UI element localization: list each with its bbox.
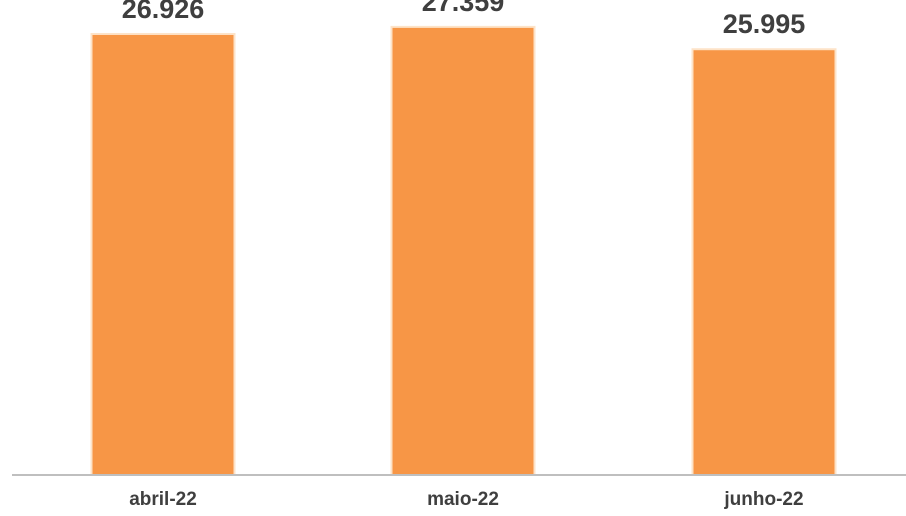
data-label-abril-22: 26.926 — [122, 0, 205, 24]
bars-group — [90, 25, 837, 477]
x-tick-label-abril-22: abril-22 — [129, 489, 197, 510]
data-label-junho-22: 25.995 — [723, 9, 806, 39]
bar-junho-22 — [691, 48, 837, 477]
x-tick-label-maio-22: maio-22 — [427, 489, 499, 510]
data-label-maio-22: 27.359 — [422, 0, 505, 17]
bar-maio-22 — [390, 25, 536, 476]
labels-group: 26.926 abril-22 27.359 maio-22 25.995 junho-2… — [122, 0, 806, 510]
bar-abril-22 — [90, 32, 236, 476]
x-tick-label-junho-22: junho-22 — [723, 489, 803, 510]
